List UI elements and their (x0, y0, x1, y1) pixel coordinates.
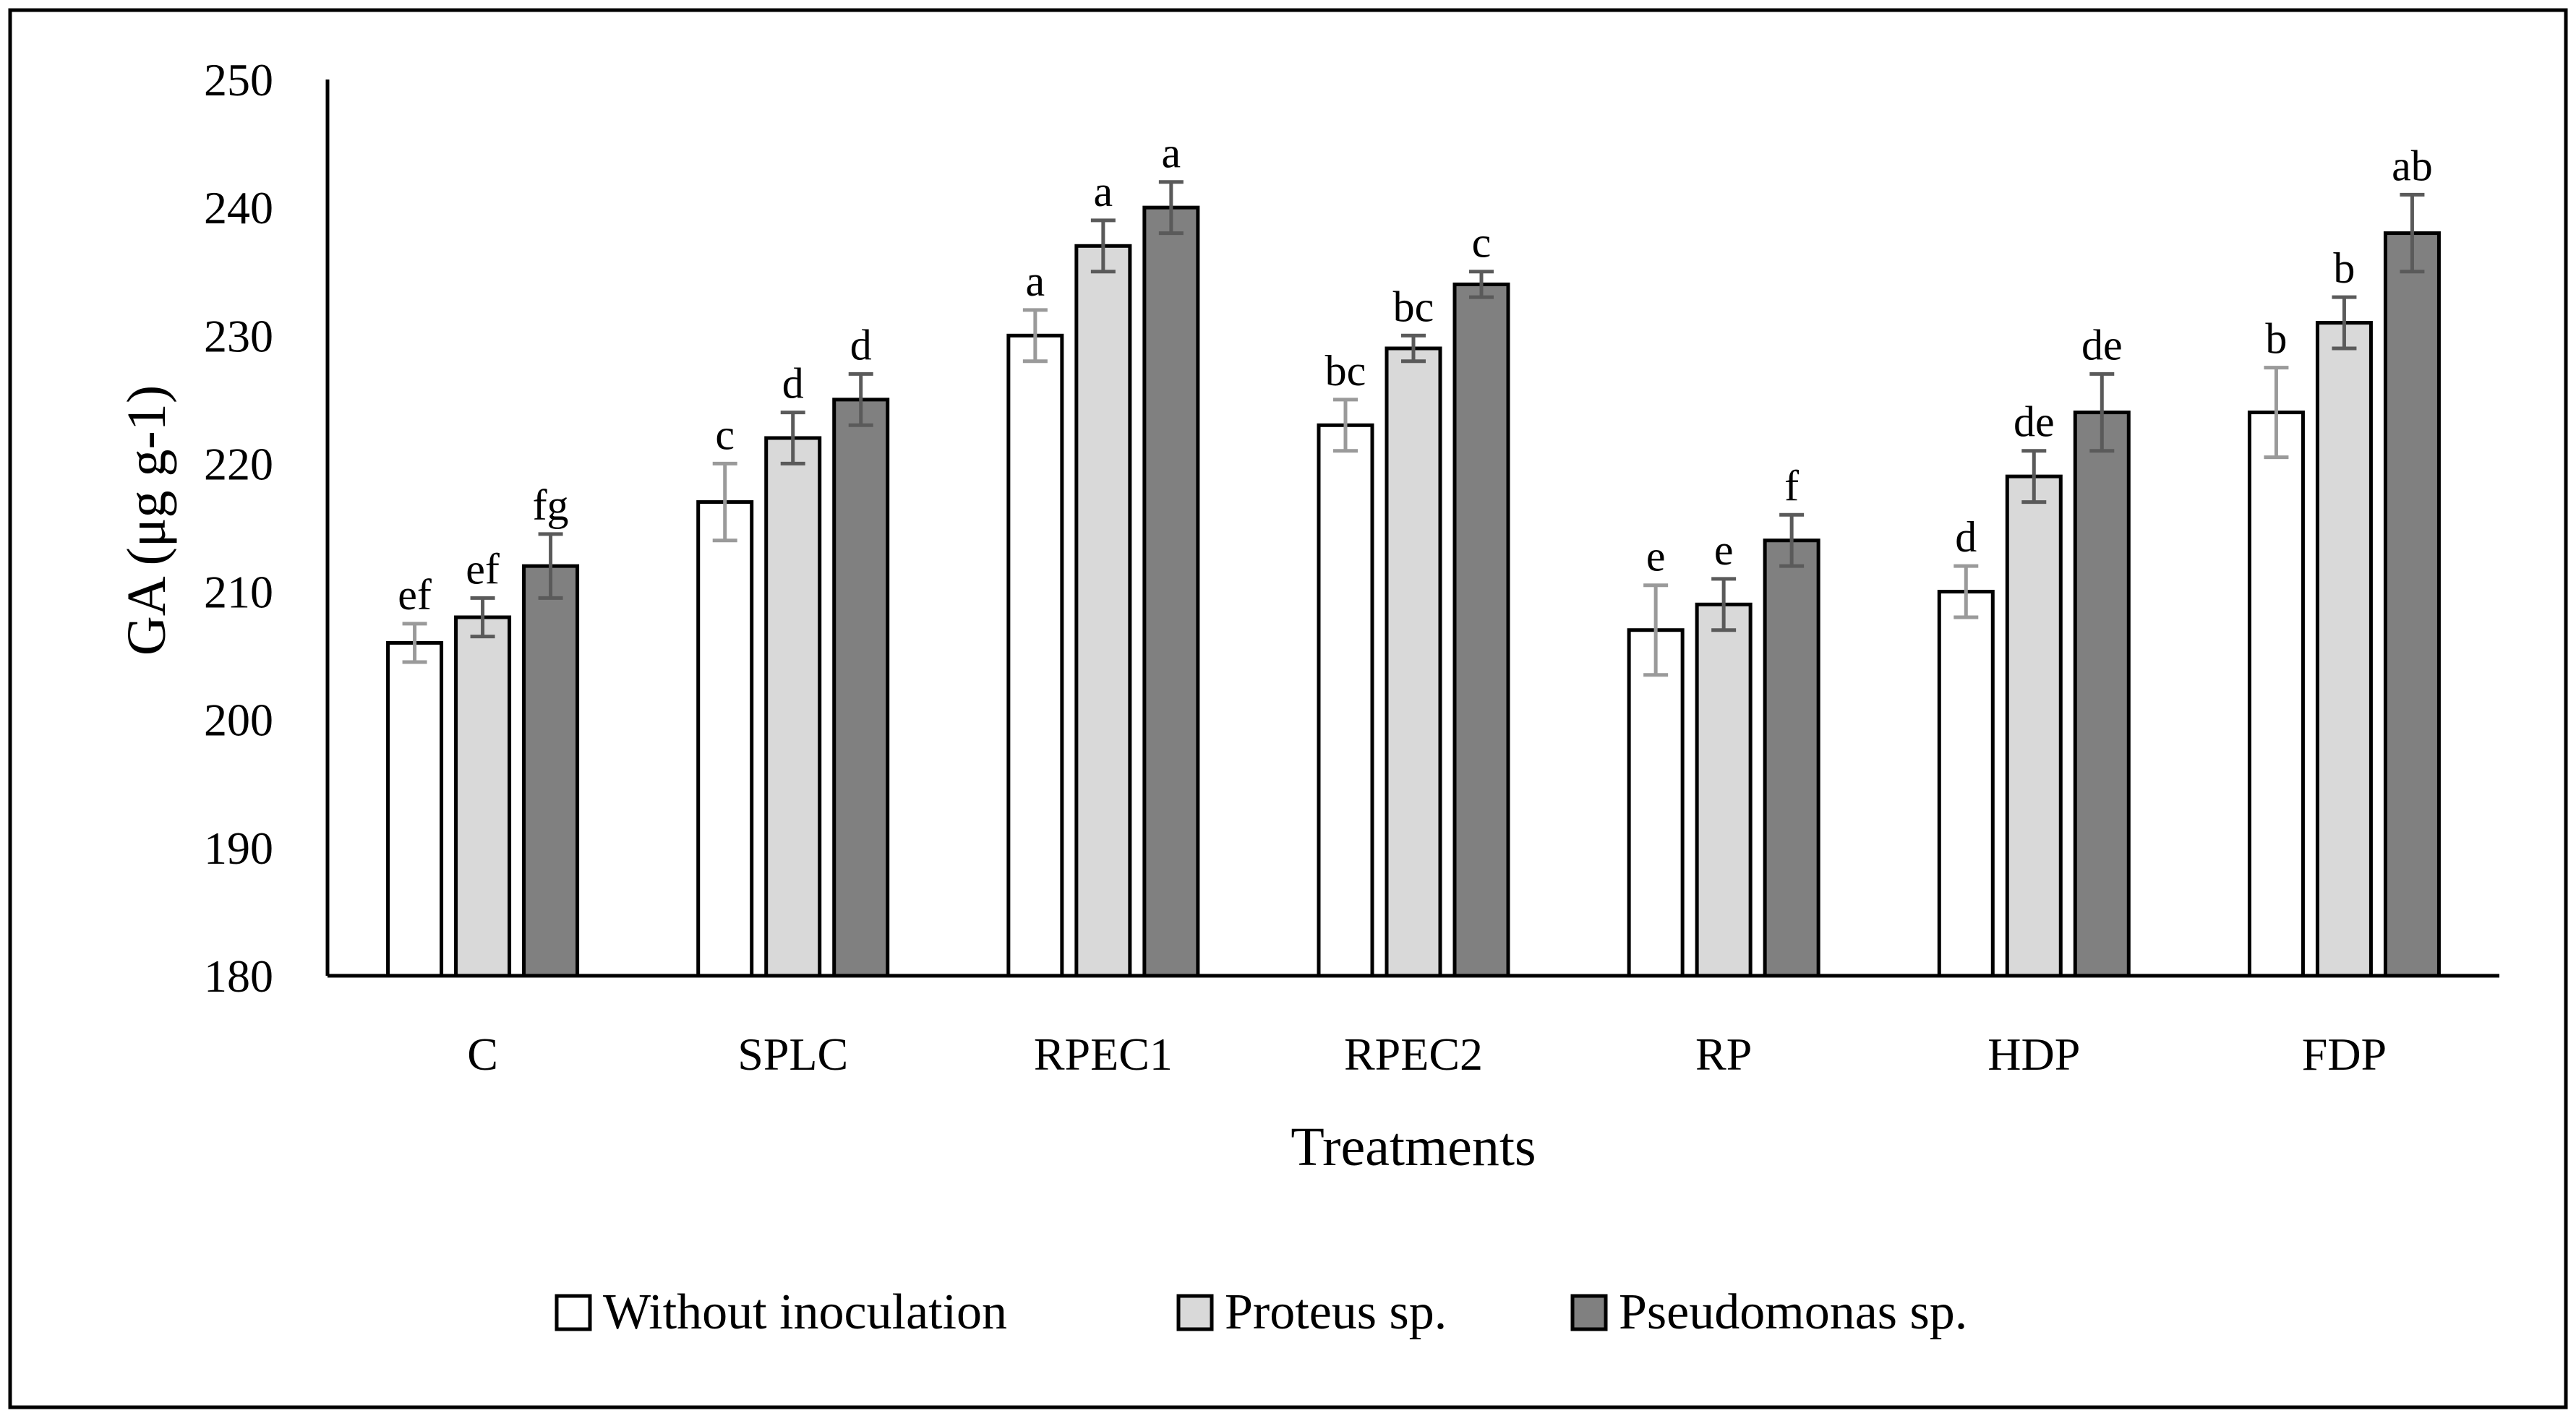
significance-label: b (2333, 244, 2355, 292)
axes-layer (325, 80, 2499, 978)
significance-label: e (1714, 526, 1734, 574)
legend-label: Pseudomonas sp. (1619, 1284, 1967, 1340)
significance-label: f (1784, 462, 1799, 510)
x-tick-label: RPEC1 (1034, 1029, 1173, 1080)
bar (696, 500, 754, 978)
significance-label: c (1472, 219, 1492, 267)
bar (1317, 423, 1374, 978)
x-tick-label: C (467, 1029, 498, 1080)
legend-label: Without inoculation (603, 1284, 1007, 1340)
y-tick-label: 190 (204, 823, 273, 874)
x-tick-label: SPLC (737, 1029, 848, 1080)
bar (522, 564, 580, 978)
significance-label: bc (1325, 347, 1366, 395)
y-tick-labels: 180 190 200 210 220 230 240 250 (204, 54, 273, 1002)
bar (454, 615, 512, 978)
bar (1142, 205, 1200, 978)
bar (2073, 411, 2131, 978)
significance-label: ef (466, 545, 500, 593)
significance-label: b (2265, 315, 2287, 363)
significance-label: c (715, 411, 735, 458)
legend-swatch (1570, 1294, 1608, 1331)
significance-label: d (850, 321, 872, 369)
bar (1763, 538, 1820, 978)
y-tick-label: 180 (204, 950, 273, 1002)
y-axis-title: GA (μg g-1) (116, 385, 177, 656)
y-tick-label: 220 (204, 438, 273, 489)
significance-label: ab (2392, 142, 2433, 189)
y-tick-label: 250 (204, 54, 273, 106)
significance-label: a (1026, 257, 1045, 305)
x-axis-title: Treatments (1291, 1117, 1536, 1177)
significance-label: bc (1393, 283, 1434, 330)
legend-label: Proteus sp. (1225, 1284, 1447, 1340)
significance-label: de (2014, 398, 2055, 446)
x-tick-label: RPEC2 (1344, 1029, 1483, 1080)
x-tick-labels: C SPLC RPEC1 RPEC2 RP HDP FDP (467, 1029, 2387, 1080)
legend-swatch (1176, 1294, 1214, 1331)
y-tick-label: 240 (204, 182, 273, 233)
significance-label: a (1162, 129, 1181, 177)
bar (1006, 333, 1064, 978)
y-tick-label: 200 (204, 695, 273, 746)
bar (2383, 231, 2441, 978)
bar (2005, 474, 2063, 978)
significance-label: ef (398, 571, 432, 619)
bar (2247, 411, 2305, 978)
bar (1937, 590, 1995, 978)
x-tick-label: HDP (1987, 1029, 2080, 1080)
bar (1074, 244, 1132, 978)
bar (1385, 346, 1442, 978)
significance-label: a (1094, 168, 1113, 215)
significance-label: d (782, 360, 804, 408)
bar (1452, 282, 1510, 978)
bar (386, 640, 444, 978)
bar (1627, 628, 1685, 978)
x-tick-label: RP (1695, 1029, 1752, 1080)
bar (2315, 321, 2373, 978)
significance-label: e (1646, 533, 1666, 580)
legend: Without inoculation Proteus sp. Pseudomona… (555, 1284, 1967, 1340)
y-tick-label: 230 (204, 310, 273, 361)
bar (1695, 602, 1753, 978)
significance-label: fg (533, 481, 569, 529)
x-tick-label: FDP (2302, 1029, 2387, 1080)
bar (832, 398, 890, 978)
significance-label: d (1955, 513, 1977, 561)
bar (764, 436, 822, 978)
legend-swatch (555, 1294, 592, 1331)
significance-label: de (2081, 321, 2123, 369)
y-tick-label: 210 (204, 567, 273, 618)
